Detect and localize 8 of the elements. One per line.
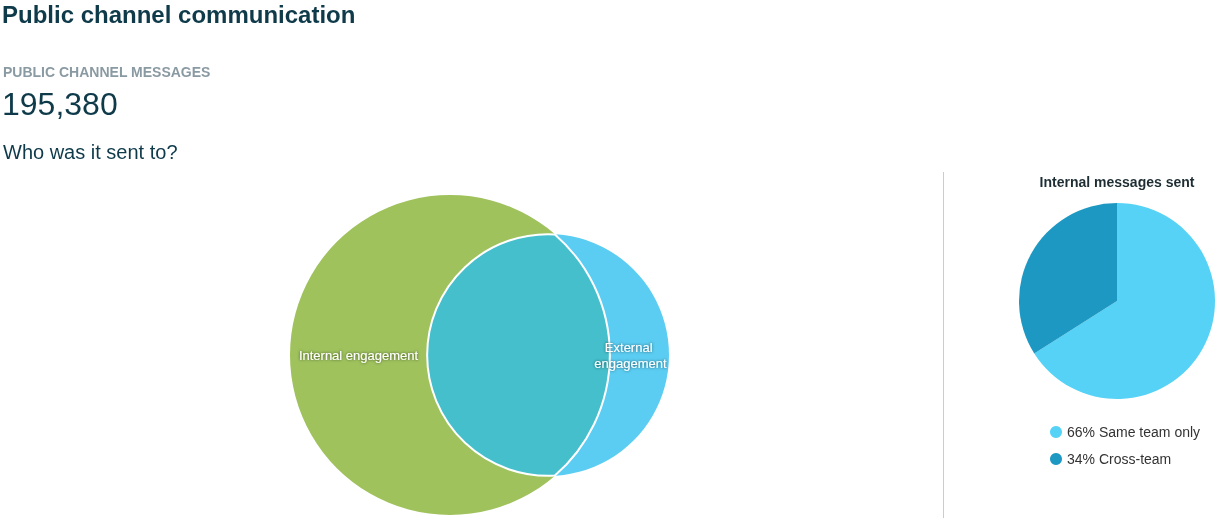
text: PUBLIC CHANNEL MESSAGES bbox=[3, 64, 211, 80]
text: Public channel communication bbox=[2, 1, 356, 28]
text: 195,380 bbox=[2, 86, 118, 122]
chart-title: Internal messages sent bbox=[1039, 174, 1195, 190]
text: Who was it sent to? bbox=[3, 141, 178, 163]
legend-label: 34% Cross-team bbox=[1067, 451, 1172, 467]
legend-label: 66% Same team only bbox=[1067, 424, 1201, 440]
category-label: Internal engagement bbox=[298, 347, 419, 363]
